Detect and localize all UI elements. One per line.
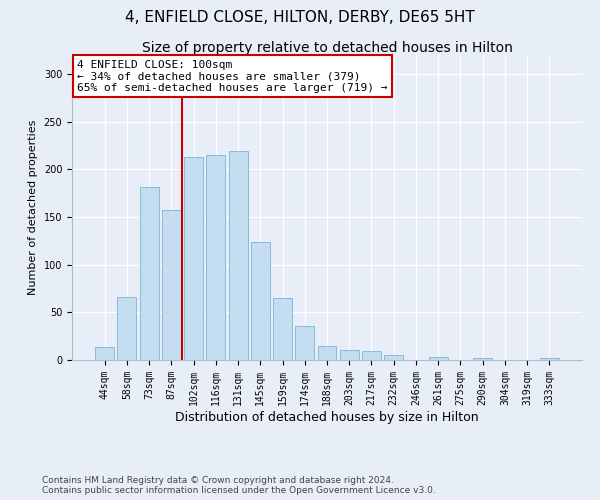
Bar [384,355,403,360]
Y-axis label: Number of detached properties: Number of detached properties [28,120,38,295]
Text: 4, ENFIELD CLOSE, HILTON, DERBY, DE65 5HT: 4, ENFIELD CLOSE, HILTON, DERBY, DE65 5H… [125,10,475,25]
Bar [273,298,292,360]
Text: 4 ENFIELD CLOSE: 100sqm
← 34% of detached houses are smaller (379)
65% of semi-d: 4 ENFIELD CLOSE: 100sqm ← 34% of detache… [77,60,388,93]
Title: Size of property relative to detached houses in Hilton: Size of property relative to detached ho… [142,41,512,55]
Bar [206,155,225,360]
Bar [251,242,270,360]
Bar [317,346,337,360]
Bar [540,358,559,360]
Bar [473,358,492,360]
Bar [340,350,359,360]
Bar [429,357,448,360]
Bar [362,352,381,360]
Bar [295,326,314,360]
Bar [140,188,158,360]
Bar [184,157,203,360]
Bar [118,297,136,360]
X-axis label: Distribution of detached houses by size in Hilton: Distribution of detached houses by size … [175,410,479,424]
Text: Contains HM Land Registry data © Crown copyright and database right 2024.
Contai: Contains HM Land Registry data © Crown c… [42,476,436,495]
Bar [95,346,114,360]
Bar [162,210,181,360]
Bar [229,152,248,360]
